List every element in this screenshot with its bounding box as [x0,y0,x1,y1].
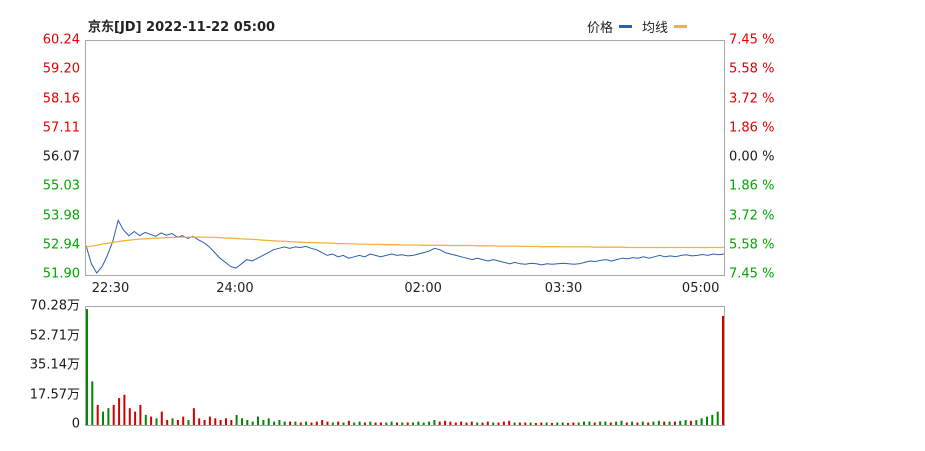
percent-axis-label: 7.45 % [729,32,775,48]
price-axis-label: 52.94 [42,237,80,253]
price-legend-dash-icon [618,25,632,28]
price-axis-label: 56.07 [42,149,80,165]
chart-title: 京东[JD] 2022-11-22 05:00 [88,20,276,35]
price-axis: 60.24 59.20 58.16 57.11 56.07 55.03 53.98 52.94… [0,34,80,281]
percent-axis-label: 1.86 % [729,120,775,136]
legend-price-label: 价格 [586,21,613,36]
legend-ma-label: 均线 [641,21,668,36]
percent-axis-label: 5.58 % [729,61,775,77]
x-axis: 22:30 24:00 02:00 03:30 05:00 [85,282,723,298]
volume-axis: 70.28万 52.71万 35.14万 17.57万 0 [0,300,80,431]
price-axis-label: 58.16 [42,91,80,106]
volume-bar-chart [86,309,724,425]
price-line-chart [86,218,724,274]
chart-legend: 价格 均线 [587,17,697,36]
volume-axis-label: 52.71万 [29,328,80,343]
x-axis-label: 03:30 [544,281,583,296]
price-axis-label: 55.03 [42,178,80,194]
volume-axis-label: 35.14万 [29,357,80,373]
percent-axis-label: 3.72 % [729,91,775,106]
x-axis-label: 05:00 [681,281,720,296]
price-axis-label: 53.98 [42,208,80,223]
percent-axis: 7.45 % 5.58 % 3.72 % 1.86 % 0.00 % 1.86 % 3.72… [729,34,809,281]
percent-axis-label: 5.58 % [729,237,775,253]
price-axis-label: 57.11 [42,120,80,136]
price-chart-plot [85,40,725,276]
percent-axis-label: 3.72 % [729,208,775,223]
volume-axis-label: 70.28万 [29,298,80,314]
percent-axis-label: 7.45 % [729,266,775,282]
volume-axis-label: 0 [71,416,80,432]
x-axis-label: 02:00 [404,281,442,296]
price-axis-label: 59.20 [42,61,80,77]
percent-axis-label: 0.00 % [729,149,775,165]
price-axis-label: 60.24 [42,32,80,48]
percent-axis-label: 1.86 % [729,178,775,194]
volume-chart-plot [85,306,725,426]
x-axis-label: 22:30 [91,281,130,296]
ma-legend-dash-icon [674,25,687,28]
volume-axis-label: 17.57万 [29,387,80,402]
price-axis-label: 51.90 [42,266,80,282]
x-axis-label: 24:00 [216,281,254,296]
